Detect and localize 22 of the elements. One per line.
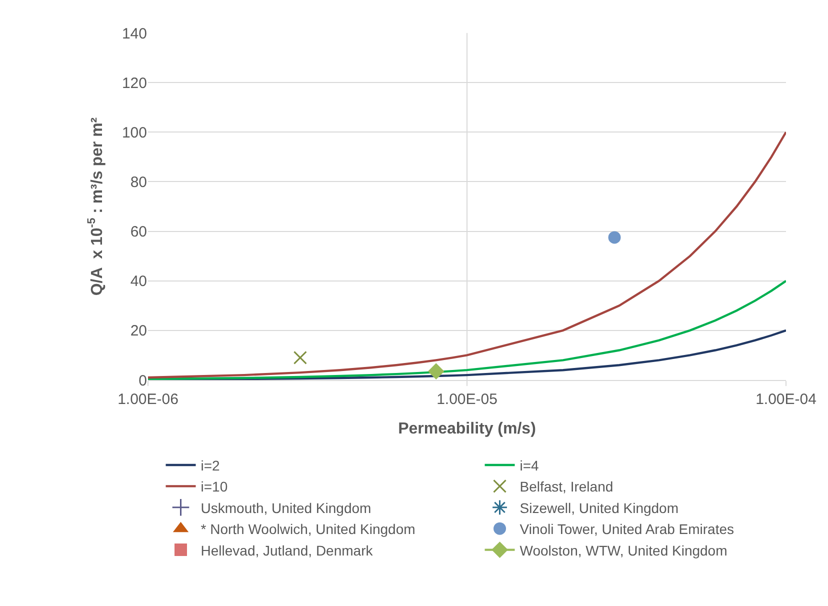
legend-label: Sizewell, United Kingdom: [520, 500, 679, 516]
y-tick-label: 60: [130, 224, 147, 241]
legend-label: i=10: [200, 478, 228, 495]
x-tick-label: 1.00E-05: [436, 391, 498, 408]
legend-label: Woolston, WTW, United Kingdom: [520, 542, 728, 558]
x-tick-label: 1.00E-06: [118, 391, 178, 408]
y-tick-label: 40: [130, 273, 147, 290]
y-tick-label: 100: [122, 124, 147, 142]
legend-label: Hellevad, Jutland, Denmark: [200, 542, 374, 558]
legend-label: i=2: [200, 457, 220, 474]
y-tick-label: 120: [122, 74, 147, 92]
legend-label: Vinoli Tower, United Arab Emirates: [520, 521, 734, 538]
legend-label: i=4: [520, 457, 540, 474]
y-tick-label: 20: [130, 322, 147, 340]
legend-label: Uskmouth, United Kingdom: [200, 500, 372, 516]
x-axis-title: Permeability (m/s): [398, 420, 536, 438]
legend-label: Belfast, Ireland: [520, 478, 614, 495]
y-tick-label: 140: [122, 25, 147, 42]
y-tick-label: 80: [130, 174, 147, 191]
legend-label: * North Woolwich, United Kingdom: [200, 521, 416, 538]
x-tick-label: 1.00E-04: [756, 391, 816, 408]
y-tick-label: 0: [138, 372, 147, 390]
